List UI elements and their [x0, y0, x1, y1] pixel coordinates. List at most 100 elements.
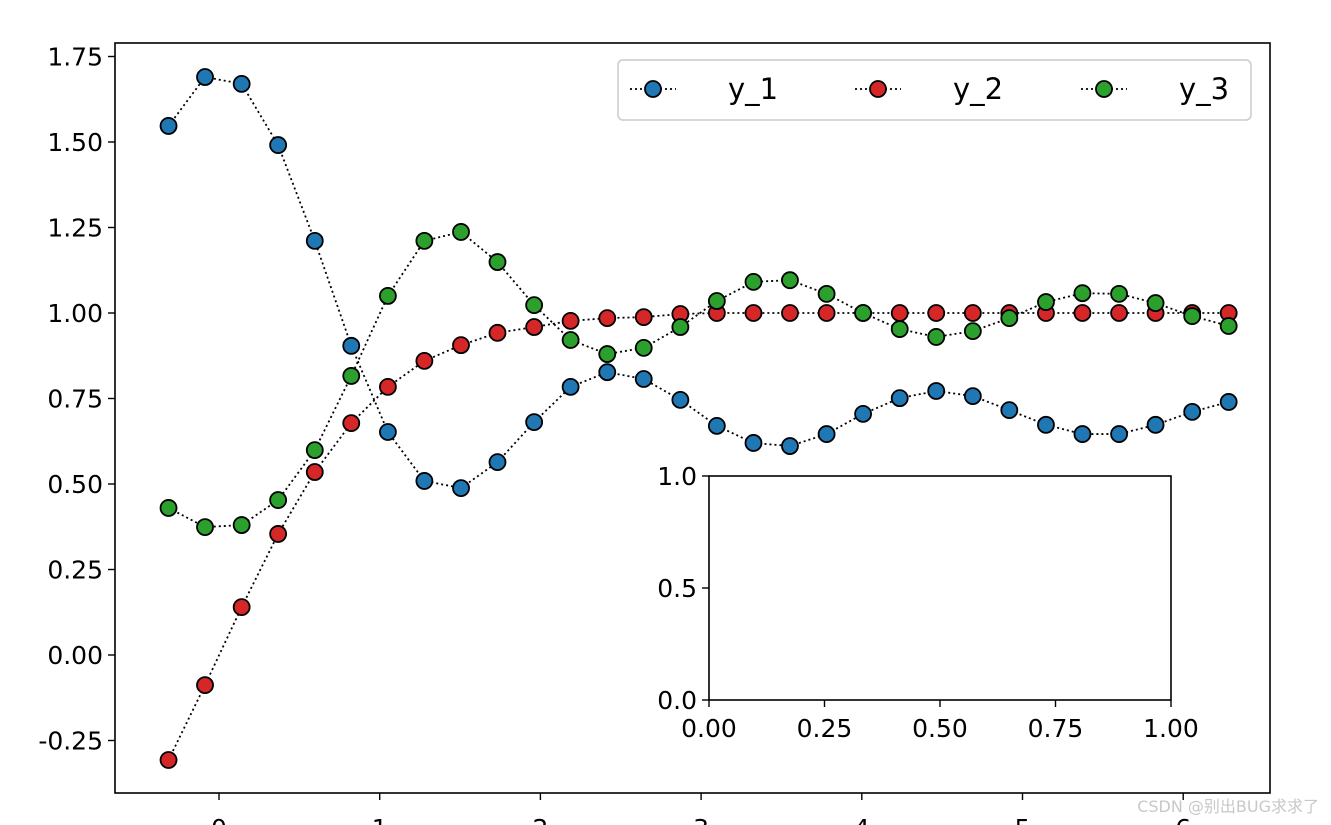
data-point-y_1: [963, 387, 982, 406]
inset-x-tick-label: 0.50: [912, 714, 968, 743]
data-point-y_3: [415, 231, 434, 250]
data-point-y_1: [781, 437, 799, 455]
data-point-y_2: [415, 351, 434, 370]
data-point-y_3: [744, 272, 763, 291]
data-point-y_3: [1219, 317, 1238, 335]
data-point-y_1: [671, 390, 690, 409]
legend-marker: [644, 80, 662, 98]
data-point-y_2: [1073, 304, 1092, 322]
legend-marker: [869, 80, 887, 98]
data-point-y_3: [817, 284, 836, 303]
data-point-y_1: [744, 434, 763, 452]
data-point-y_2: [159, 751, 178, 769]
data-point-y_1: [525, 413, 544, 431]
y-tick-label: 1.25: [47, 214, 103, 243]
inset-x-tick-label: 0.00: [681, 714, 737, 743]
series-line-y_1: [167, 76, 1229, 490]
data-point-y_1: [598, 363, 617, 382]
watermark: CSDN @别出BUG求求了: [1137, 797, 1319, 816]
data-point-y_1: [232, 74, 251, 93]
x-tick-label: 0: [211, 814, 227, 825]
data-point-y_3: [854, 304, 872, 322]
data-point-y_2: [781, 304, 799, 322]
data-point-y_2: [963, 304, 982, 322]
y-tick-label: 0.25: [47, 556, 103, 585]
data-point-y_3: [561, 331, 580, 349]
main-axes: -0.25 0.00 0.25 0.50 0.75 1.00 1.25 1.50 1.75 0 1 2…: [38, 42, 1271, 825]
data-point-y_1: [707, 416, 726, 435]
data-point-y_1: [305, 231, 324, 250]
data-point-y_3: [598, 345, 617, 363]
data-point-y_3: [781, 271, 799, 290]
y-tick-label: 1.00: [47, 299, 103, 328]
data-point-y_3: [634, 338, 653, 357]
data-point-y_2: [488, 323, 507, 342]
data-point-y_3: [1000, 309, 1019, 328]
data-point-y_2: [269, 525, 288, 543]
legend-box: [617, 59, 1252, 121]
data-point-y_1: [817, 425, 836, 443]
data-point-y_1: [1110, 425, 1128, 443]
data-point-y_2: [1110, 304, 1128, 322]
data-point-y_2: [342, 414, 361, 433]
data-point-y_1: [890, 389, 909, 408]
x-tick-label: 3: [693, 814, 709, 825]
data-point-y_1: [1183, 402, 1202, 421]
inset-x-tick-label: 0.75: [1028, 714, 1084, 743]
data-point-y_2: [452, 336, 470, 355]
data-point-y_3: [342, 367, 361, 385]
data-point-y_1: [927, 382, 946, 400]
y-tick-label: 1.50: [47, 128, 103, 157]
data-point-y_1: [854, 404, 872, 423]
data-point-y_2: [305, 463, 324, 481]
x-tick-label: 6: [1175, 814, 1191, 825]
x-tick-label: 2: [532, 814, 548, 825]
data-point-y_3: [1183, 307, 1202, 325]
inset-x-tick-label: 1.00: [1143, 714, 1199, 743]
inset-axes: 0.0 0.5 1.0 0.00 0.25 0.50 0.75 1.00: [657, 462, 1199, 743]
inset-y-tick-label: 0.5: [657, 574, 697, 603]
data-point-y_3: [305, 441, 324, 460]
data-point-y_1: [159, 117, 178, 135]
data-point-y_1: [342, 336, 361, 355]
data-point-y_2: [744, 304, 763, 322]
data-point-y_1: [269, 136, 288, 154]
data-point-y_1: [1219, 393, 1238, 411]
series-line-y_2: [167, 312, 1229, 761]
y-tick-label: 0.50: [47, 470, 103, 499]
x-tick-label: 4: [854, 814, 870, 825]
y-tick-label: -0.25: [38, 727, 103, 756]
data-point-y_3: [1037, 293, 1055, 311]
data-point-y_3: [1110, 284, 1128, 303]
data-point-y_1: [1000, 401, 1019, 420]
data-point-y_3: [269, 491, 288, 509]
data-point-y_1: [1146, 415, 1165, 434]
data-point-y_3: [707, 292, 726, 310]
data-point-y_1: [1073, 425, 1092, 443]
x-tick-label: 5: [1015, 814, 1031, 825]
y-tick-label: 1.75: [47, 43, 103, 72]
data-point-y_1: [452, 479, 470, 498]
legend-marker: [1095, 80, 1113, 98]
inset-y-tick-label: 1.0: [657, 462, 697, 491]
data-point-y_3: [671, 318, 690, 336]
data-point-y_3: [488, 253, 507, 271]
y-tick-label: 0.00: [47, 641, 103, 670]
legend-label: y_3: [1179, 72, 1229, 106]
data-point-y_1: [488, 453, 507, 472]
inset-y-tick-label: 0.0: [657, 686, 697, 715]
y-tick-label: 0.75: [47, 385, 103, 414]
data-point-y_1: [634, 370, 653, 388]
legend-label: y_1: [728, 72, 778, 106]
data-point-y_3: [232, 516, 251, 534]
data-point-y_2: [232, 598, 251, 617]
data-point-y_3: [378, 286, 397, 305]
legend-label: y_2: [953, 72, 1003, 106]
data-point-y_1: [415, 472, 434, 490]
data-point-y_2: [561, 311, 580, 330]
legend: y_1 y_2 y_3: [617, 59, 1252, 121]
data-point-y_2: [598, 309, 617, 328]
data-point-y_3: [196, 518, 214, 536]
data-point-y_1: [378, 423, 397, 441]
inset-x-tick-label: 0.25: [797, 714, 853, 743]
